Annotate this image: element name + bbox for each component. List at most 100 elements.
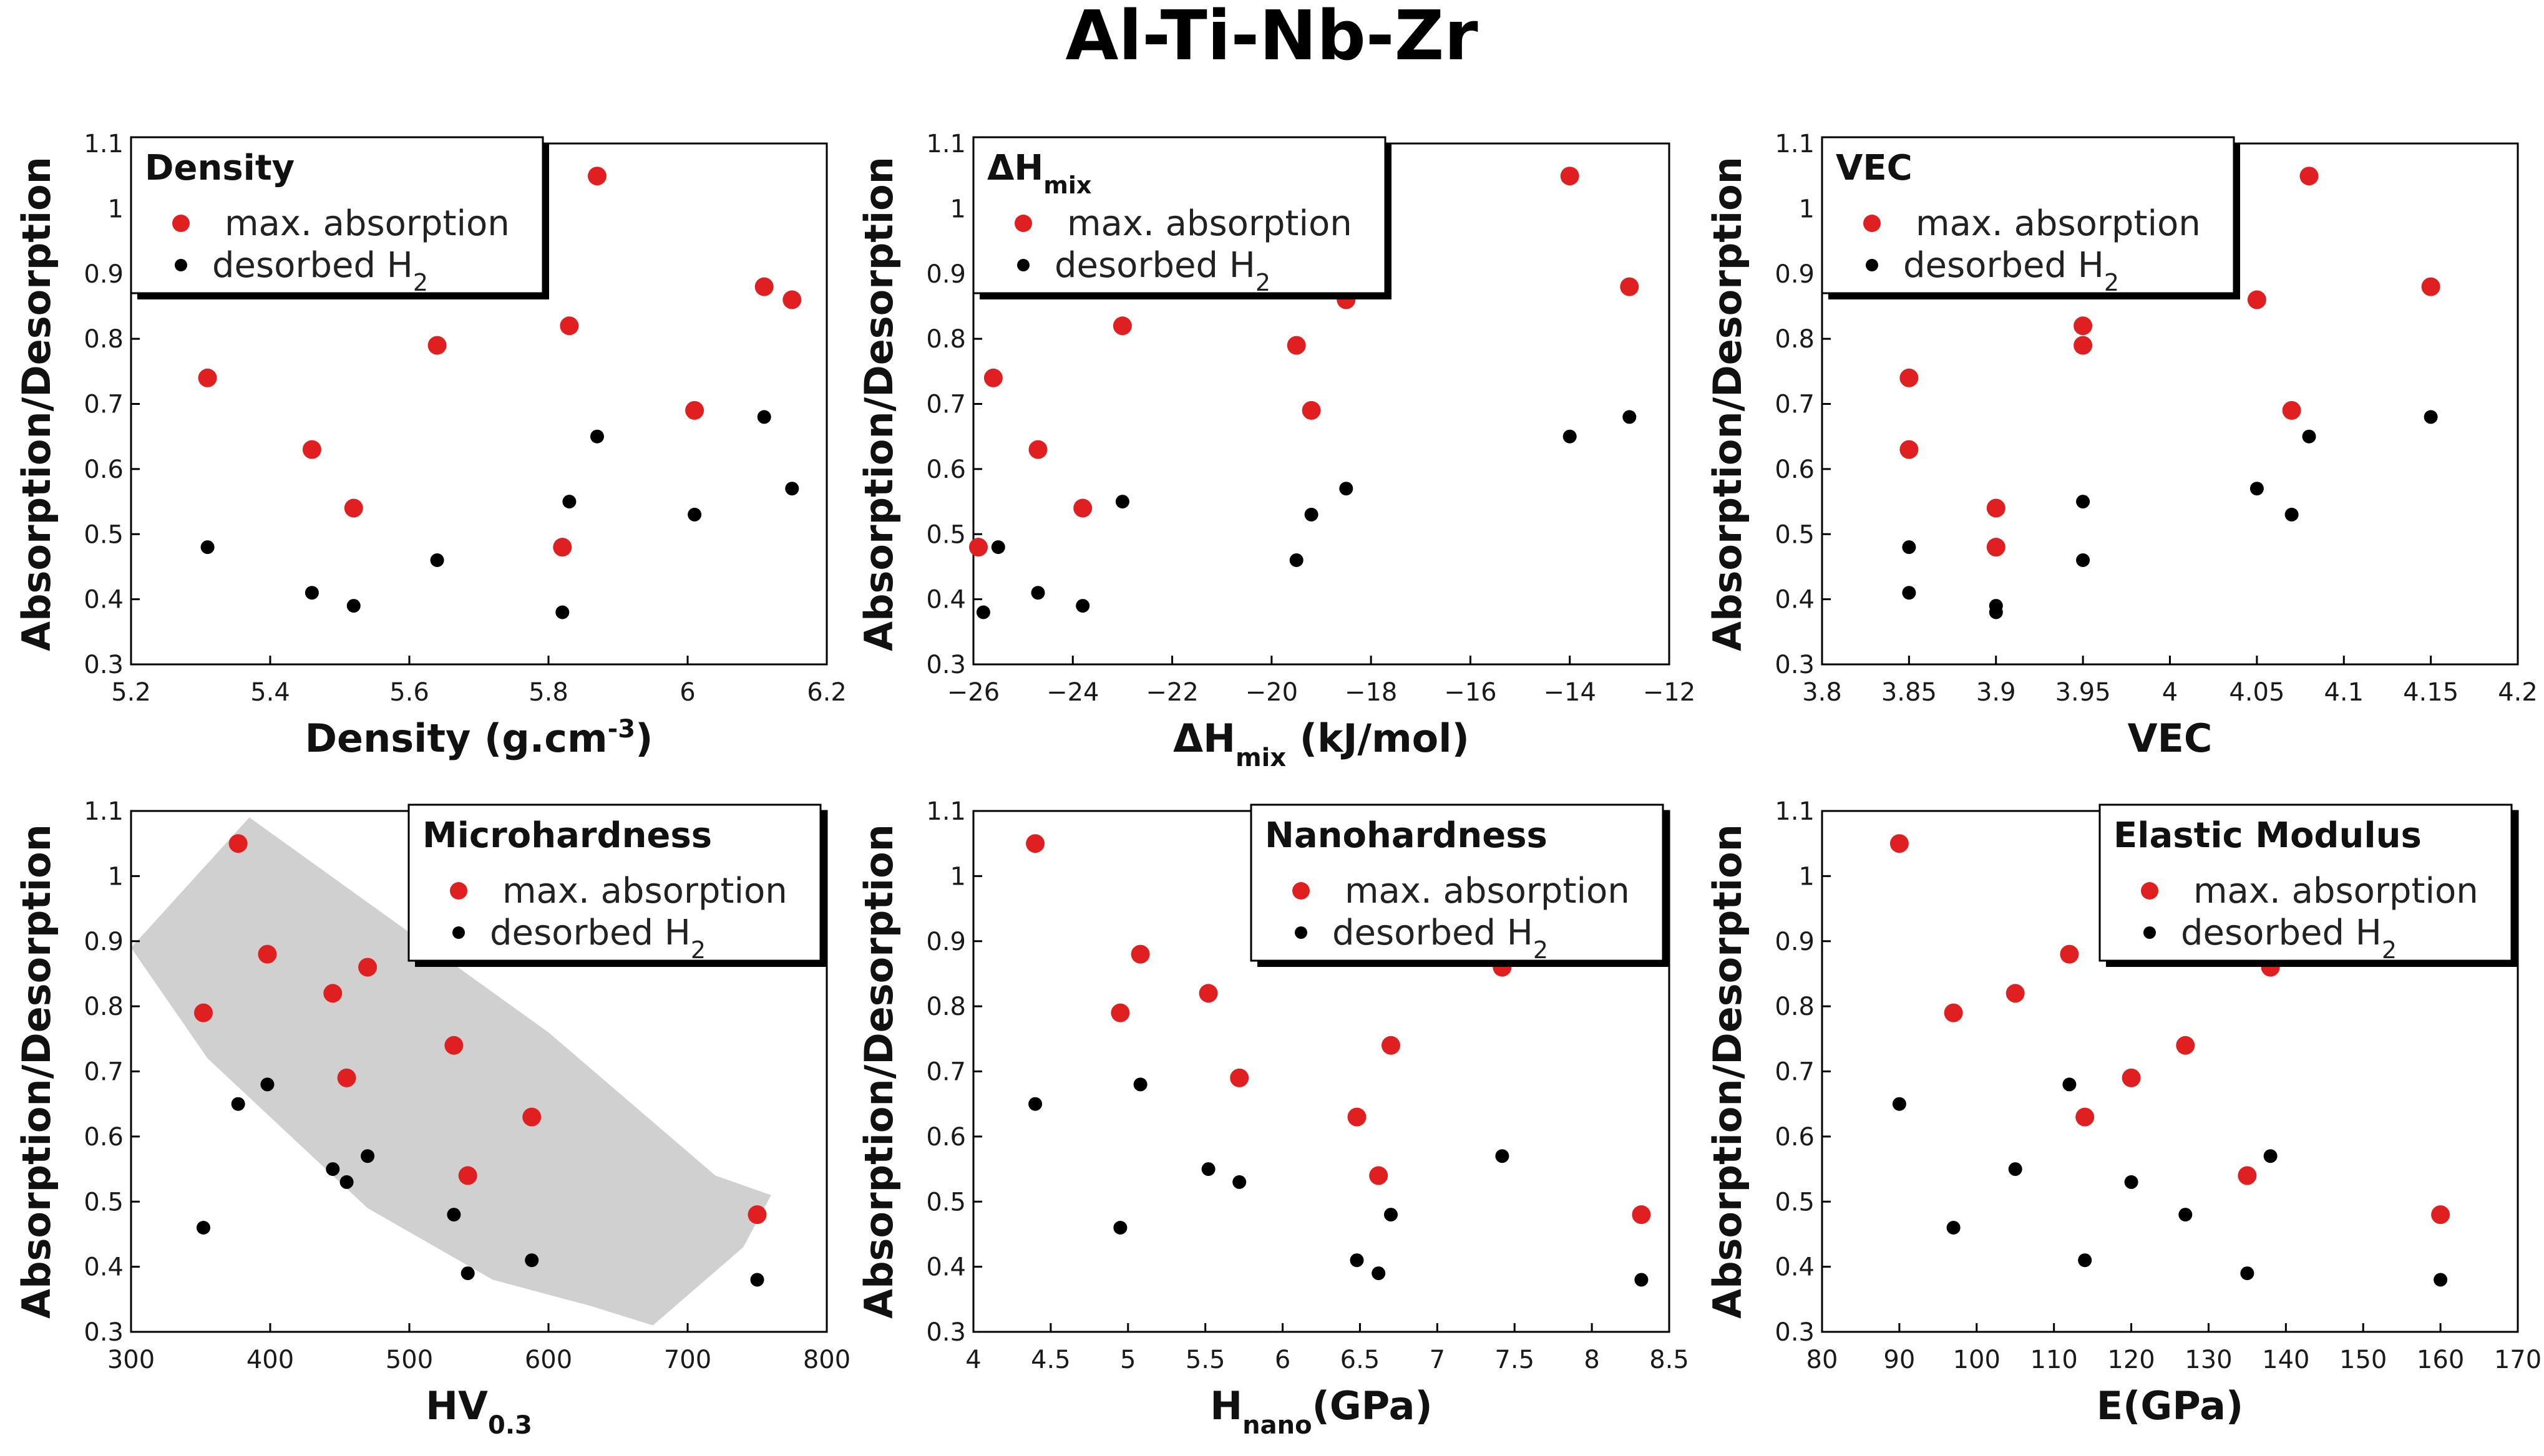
x-tick-label: 170 bbox=[2494, 1346, 2542, 1374]
label-text: ΔH bbox=[1173, 716, 1235, 761]
legend-max-marker bbox=[2141, 882, 2158, 900]
legend-desorbed-label: desorbed H2 bbox=[212, 245, 428, 296]
legend-title: Microhardness bbox=[422, 815, 712, 856]
x-tick-label: 4.05 bbox=[2229, 678, 2284, 707]
max-absorption-point bbox=[2074, 336, 2093, 355]
desorbed-point bbox=[1372, 1266, 1386, 1281]
x-tick-label: 6 bbox=[1275, 1346, 1290, 1374]
x-axis-label: E(GPa) bbox=[2097, 1383, 2244, 1429]
desorbed-point bbox=[1232, 1175, 1247, 1189]
x-tick-label: 500 bbox=[386, 1346, 433, 1374]
max-absorption-point bbox=[1287, 336, 1306, 355]
legend-subscript: 2 bbox=[413, 269, 428, 296]
y-tick-label: 0.9 bbox=[1775, 260, 1815, 289]
y-tick-label: 0.5 bbox=[1775, 1188, 1815, 1216]
y-tick-label: 0.9 bbox=[84, 260, 124, 289]
shaded-band bbox=[131, 817, 771, 1326]
desorbed-point bbox=[461, 1266, 475, 1281]
desorbed-point bbox=[2124, 1175, 2138, 1189]
max-absorption-point bbox=[2060, 944, 2079, 964]
label-text: H bbox=[1210, 1383, 1242, 1429]
max-absorption-point bbox=[1302, 400, 1321, 420]
y-tick-label: 0.9 bbox=[84, 928, 124, 956]
y-tick-label: 1 bbox=[108, 862, 124, 891]
max-absorption-point bbox=[258, 944, 277, 964]
y-tick-label: 0.6 bbox=[926, 1123, 966, 1152]
max-absorption-point bbox=[1028, 440, 1048, 459]
desorbed-point bbox=[2076, 495, 2090, 509]
y-tick-label: 0.7 bbox=[84, 1058, 124, 1087]
max-absorption-point bbox=[194, 1003, 213, 1022]
y-tick-label: 0.4 bbox=[926, 1253, 966, 1282]
x-tick-label: −18 bbox=[1345, 678, 1397, 707]
legend-text: desorbed H bbox=[212, 245, 413, 286]
x-axis-label: HV0.3 bbox=[426, 1383, 532, 1440]
max-absorption-point bbox=[754, 277, 774, 296]
max-absorption-point bbox=[1899, 368, 1919, 387]
legend-max-label: max. absorption bbox=[225, 203, 510, 244]
desorbed-point bbox=[1031, 586, 1045, 600]
x-tick-label: −22 bbox=[1146, 678, 1198, 707]
x-tick-label: 3.8 bbox=[1802, 678, 1842, 707]
y-tick-label: 0.7 bbox=[926, 391, 966, 419]
max-absorption-point bbox=[2238, 1166, 2257, 1185]
max-absorption-point bbox=[337, 1068, 356, 1087]
legend-subscript: 2 bbox=[2104, 269, 2119, 296]
max-absorption-point bbox=[344, 498, 363, 518]
desorbed-point bbox=[785, 482, 799, 496]
desorbed-point bbox=[2302, 429, 2316, 444]
chart-panel-3: 0.3 0.4 0.5 0.6 0.7 0.8 0.9 1 1.1 3.8 3.85 3.9 3.95 4… bbox=[1705, 130, 2538, 761]
chart-panel-1: 0.3 0.4 0.5 0.6 0.7 0.8 0.9 1 1.1 5.2 5.4 5.6 5.8 6 6.… bbox=[14, 130, 847, 761]
x-tick-label: 7 bbox=[1430, 1346, 1445, 1374]
y-tick-label: 0.9 bbox=[926, 928, 966, 956]
desorbed-point bbox=[976, 605, 990, 619]
max-absorption-point bbox=[1113, 316, 1132, 336]
x-tick-label: 600 bbox=[525, 1346, 572, 1374]
legend-max-label: max. absorption bbox=[2193, 871, 2478, 911]
y-tick-label: 0.3 bbox=[926, 1318, 966, 1347]
desorbed-point bbox=[197, 1221, 210, 1235]
max-absorption-point bbox=[1899, 440, 1919, 459]
x-tick-label: 400 bbox=[246, 1346, 294, 1374]
y-tick-label: 0.4 bbox=[1775, 1253, 1815, 1282]
max-absorption-point bbox=[2074, 316, 2093, 336]
legend-box bbox=[1821, 136, 2235, 294]
x-tick-label: 120 bbox=[2107, 1346, 2155, 1374]
max-absorption-point bbox=[2176, 1036, 2195, 1055]
x-tick-label: 8.5 bbox=[1649, 1346, 1689, 1374]
legend-box bbox=[130, 136, 544, 294]
desorbed-point bbox=[1076, 599, 1090, 613]
y-tick-label: 0.8 bbox=[84, 325, 124, 354]
max-absorption-point bbox=[2431, 1205, 2450, 1225]
legend-text: desorbed H bbox=[2181, 913, 2382, 953]
max-absorption-point bbox=[1944, 1003, 1963, 1022]
label-text: HV bbox=[426, 1383, 488, 1429]
desorbed-point bbox=[1133, 1077, 1148, 1092]
x-tick-label: 700 bbox=[664, 1346, 711, 1374]
label-text: Density (g.cm bbox=[305, 716, 608, 761]
y-tick-label: 0.3 bbox=[84, 1318, 124, 1347]
max-absorption-point bbox=[1111, 1003, 1130, 1022]
desorbed-point bbox=[361, 1149, 375, 1163]
y-tick-label: 0.4 bbox=[84, 1253, 124, 1282]
max-absorption-point bbox=[2122, 1068, 2141, 1087]
desorbed-point bbox=[1902, 586, 1916, 600]
y-tick-label: 0.6 bbox=[1775, 1123, 1815, 1152]
desorbed-point bbox=[326, 1162, 340, 1177]
legend-max-marker bbox=[1015, 215, 1032, 232]
legend-max-label: max. absorption bbox=[502, 871, 787, 911]
legend-max-marker bbox=[1863, 215, 1881, 232]
max-absorption-point bbox=[1199, 984, 1218, 1003]
desorbed-point bbox=[750, 1273, 764, 1287]
max-absorption-point bbox=[1620, 277, 1639, 296]
y-tick-label: 0.8 bbox=[1775, 993, 1815, 1021]
y-tick-label: 0.5 bbox=[926, 1188, 966, 1216]
legend-max-label: max. absorption bbox=[1916, 203, 2201, 244]
max-absorption-point bbox=[969, 538, 988, 557]
desorbed-point bbox=[231, 1097, 245, 1111]
desorbed-point bbox=[1350, 1253, 1364, 1268]
x-tick-label: 110 bbox=[2030, 1346, 2077, 1374]
label-superscript: -3 bbox=[608, 715, 635, 744]
desorbed-point bbox=[757, 410, 771, 424]
y-tick-label: 1 bbox=[108, 195, 124, 223]
